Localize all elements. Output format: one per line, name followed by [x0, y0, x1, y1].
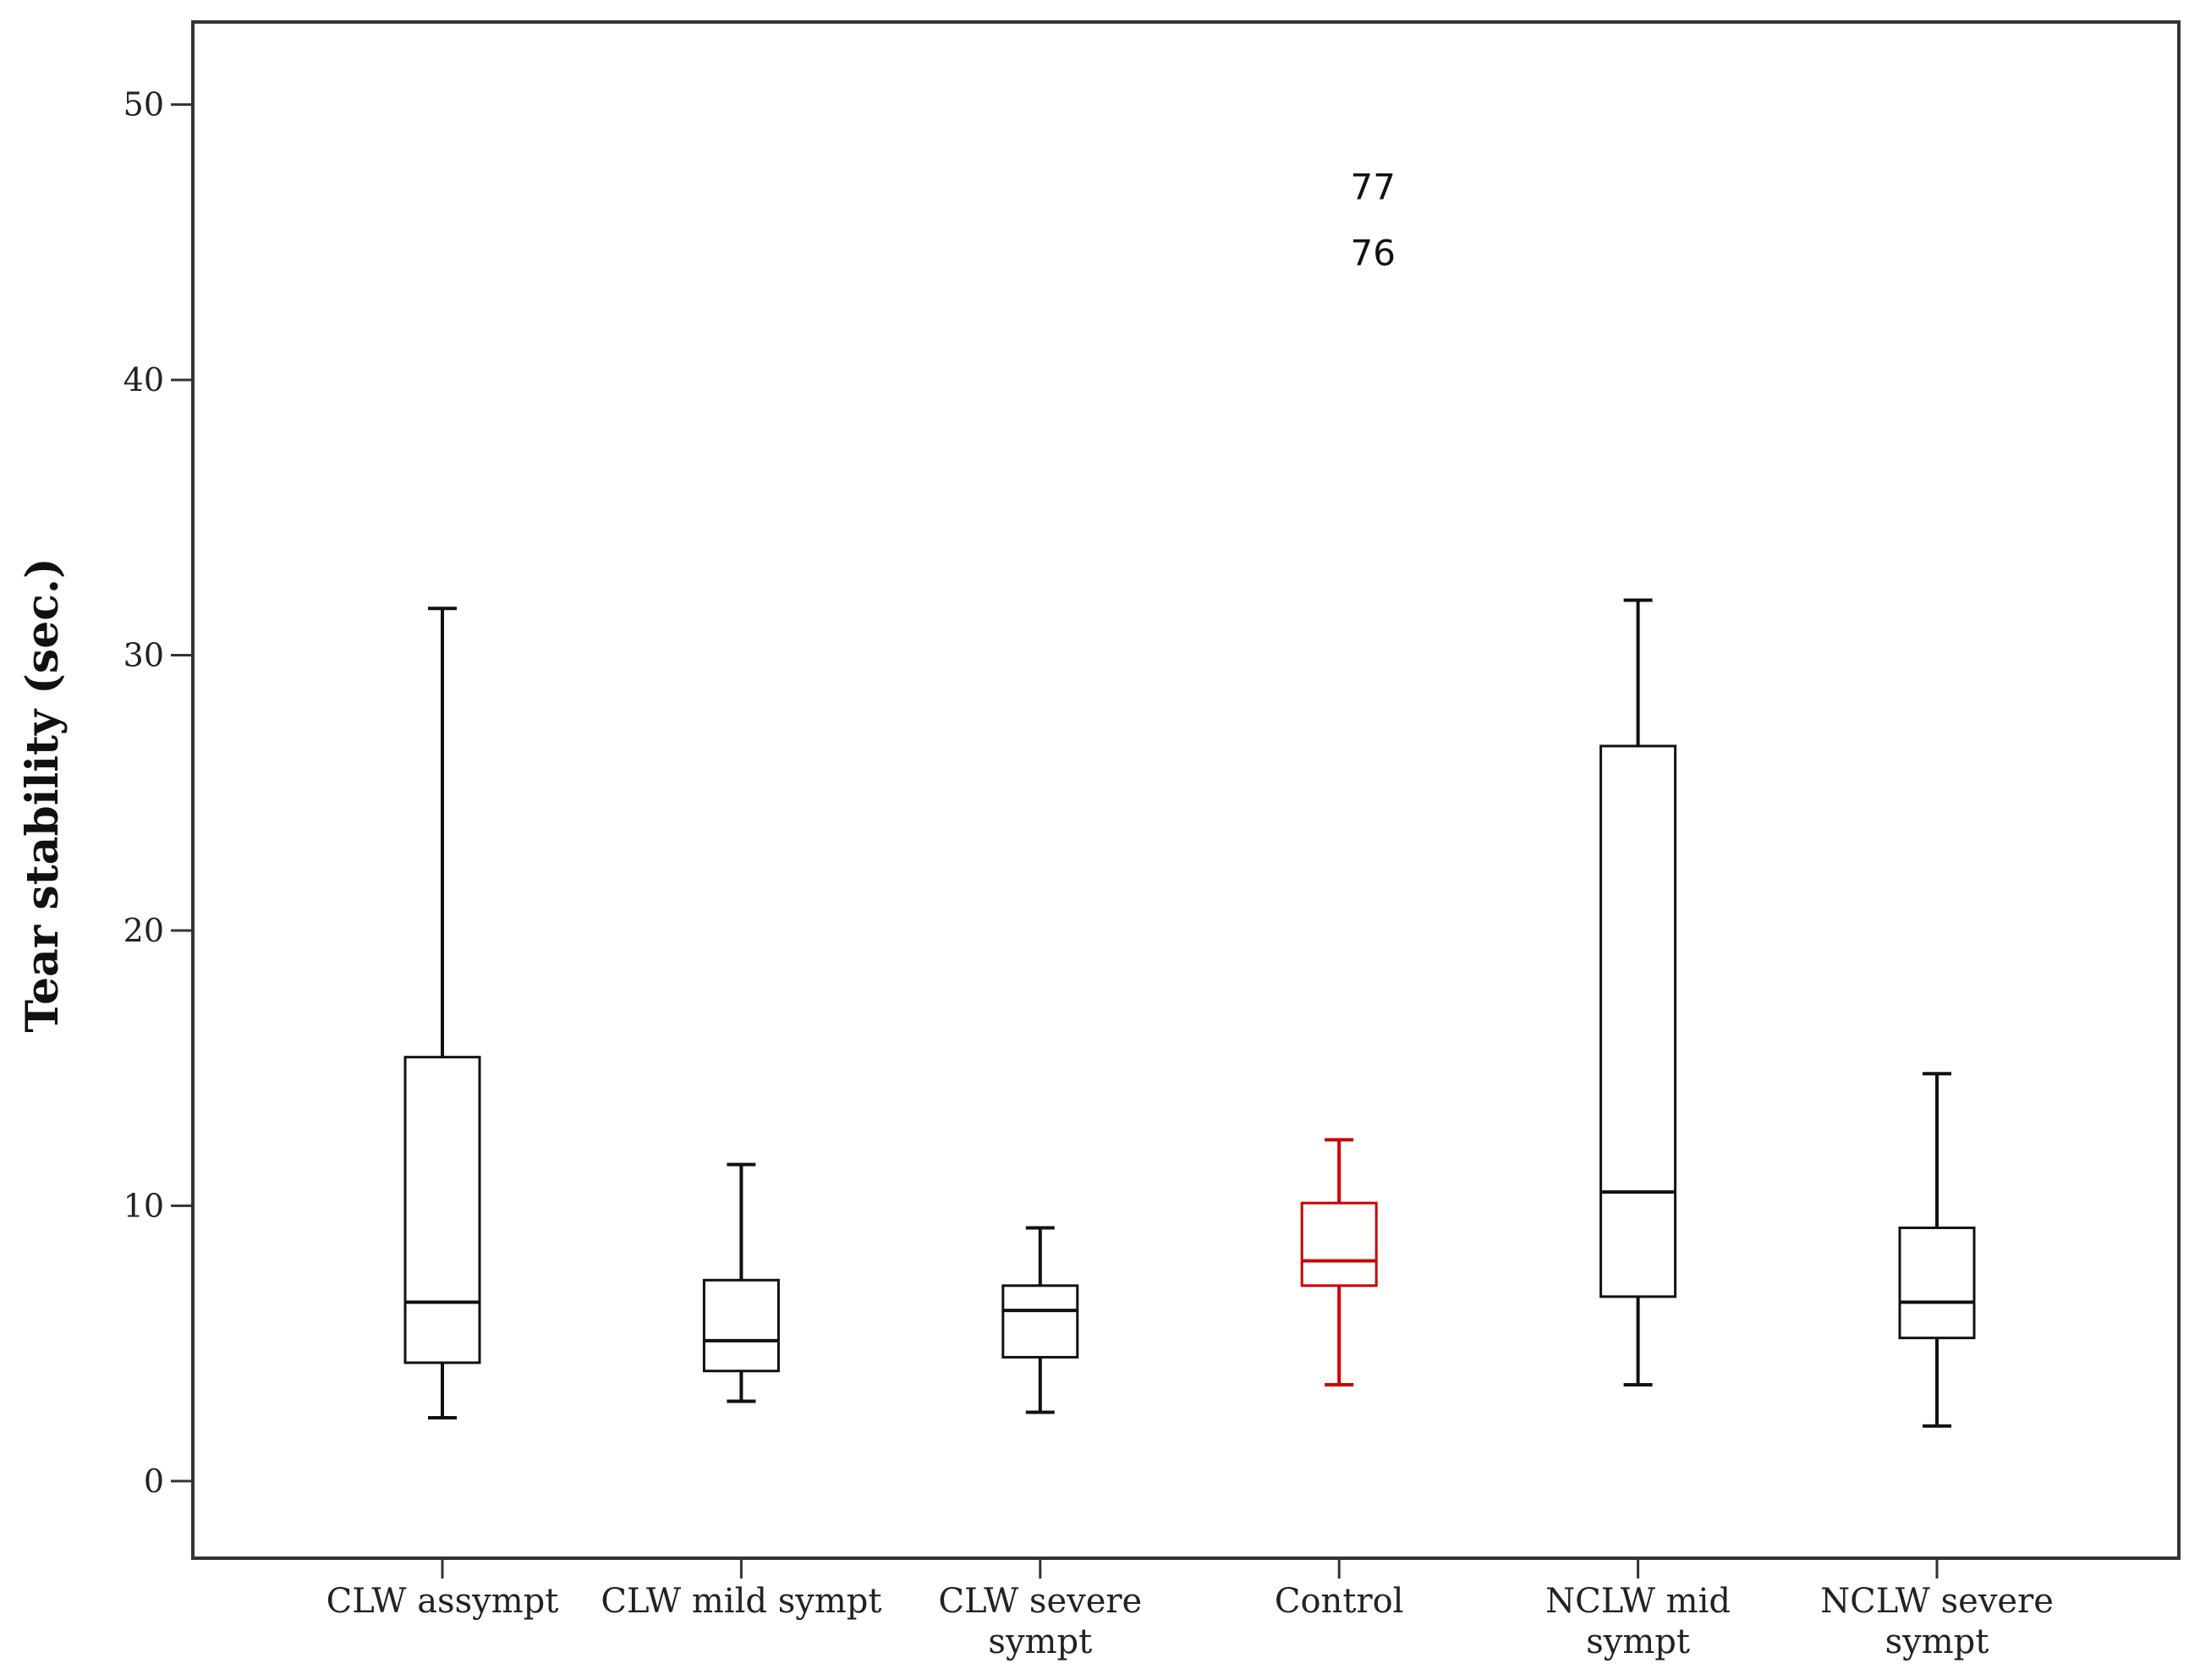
x-tick-label: Control: [1275, 1582, 1404, 1621]
outlier-label: 77: [1350, 166, 1395, 207]
x-tick-label: CLW mild sympt: [601, 1582, 881, 1621]
y-tick-label: 50: [123, 86, 164, 124]
iqr-box: [1001, 1284, 1079, 1359]
x-tick-label-line: CLW mild sympt: [601, 1582, 881, 1621]
x-tick-label-line: sympt: [988, 1622, 1092, 1661]
y-tick-label: 10: [123, 1187, 164, 1224]
x-tick-label: CLW severe sympt: [938, 1582, 1142, 1661]
box-1: [702, 1162, 780, 1403]
y-tick-label: 40: [123, 361, 164, 398]
boxes: [403, 598, 1976, 1428]
x-tick-label-line: CLW assympt: [326, 1582, 559, 1621]
x-axis: CLW assympt CLW mild sympt CLW severe sympt…: [326, 1558, 2054, 1661]
x-tick-label-line: NCLW mid: [1545, 1582, 1731, 1621]
iqr-box: [1300, 1201, 1378, 1287]
y-axis: 0 10 20 30 40 50: [123, 86, 193, 1500]
outlier-label: 76: [1350, 232, 1395, 273]
box-0: [403, 607, 481, 1420]
box-5: [1898, 1072, 1976, 1428]
x-tick-label-line: sympt: [1586, 1622, 1690, 1661]
y-tick-label: 0: [144, 1463, 164, 1500]
x-tick-label-line: Control: [1275, 1582, 1404, 1621]
x-tick-label-line: NCLW severe: [1820, 1582, 2054, 1621]
box-3: [1300, 1138, 1378, 1386]
iqr-box: [403, 1056, 481, 1364]
x-tick-label-line: CLW severe: [938, 1582, 1142, 1621]
y-tick-label: 20: [123, 912, 164, 949]
y-tick-label: 30: [123, 637, 164, 674]
iqr-box: [702, 1278, 780, 1373]
box-4: [1599, 598, 1677, 1386]
x-tick-label-line: sympt: [1885, 1622, 1989, 1661]
plot-frame: [191, 20, 2181, 1560]
iqr-box: [1599, 744, 1677, 1298]
box-2: [1001, 1226, 1079, 1414]
y-axis-label: Tear stability (sec.): [17, 557, 69, 1032]
iqr-box: [1898, 1226, 1976, 1340]
x-tick-label: NCLW severe sympt: [1820, 1582, 2054, 1661]
x-tick-label: NCLW mid sympt: [1545, 1582, 1731, 1661]
outlier-annotations: 77 76: [1350, 166, 1395, 273]
x-tick-label: CLW assympt: [326, 1582, 559, 1621]
